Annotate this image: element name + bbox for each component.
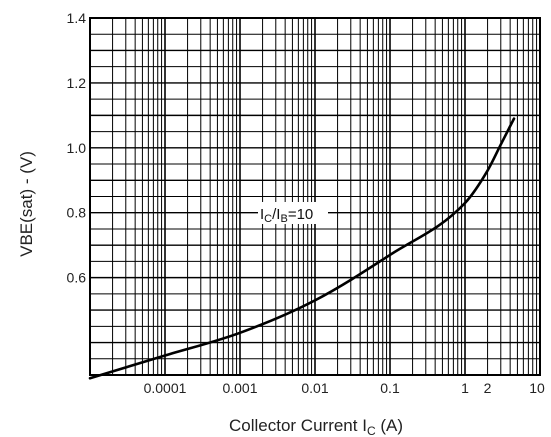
annotation-part: I [260, 206, 264, 223]
y-tick-label: 1.2 [67, 75, 87, 91]
vbe-sat-curve [88, 117, 516, 380]
annotation-subscript: C [264, 213, 272, 225]
x-axis-label-unit: (A) [376, 416, 403, 435]
x-tick-label: 0.01 [301, 380, 328, 396]
x-tick-label: 0.0001 [144, 380, 187, 396]
y-tick-label: 0.8 [67, 205, 87, 221]
x-axis-label-subscript: C [367, 424, 376, 437]
x-tick-label: 0.1 [380, 380, 400, 396]
y-tick-labels: 0.6 0.8 1.0 1.2 1.4 [67, 10, 87, 286]
y-tick-label: 1.0 [67, 140, 87, 156]
x-tick-label: 1 [461, 380, 469, 396]
annotation-label: IC/IB=10 [260, 206, 313, 225]
x-axis-label: Collector Current IC (A) [229, 416, 403, 437]
x-tick-labels: 0.0001 0.001 0.01 0.1 1 2 10 [144, 380, 545, 396]
annotation-part: /I [272, 206, 280, 223]
y-axis-label: VBE(sat) - (V) [17, 151, 36, 257]
series-layer [88, 117, 516, 380]
y-tick-label: 0.6 [67, 270, 87, 286]
x-axis-label-main: Collector Current I [229, 416, 367, 435]
annotation: IC/IB=10 [258, 202, 328, 225]
x-tick-label: 0.001 [222, 380, 257, 396]
x-tick-label: 2 [484, 380, 492, 396]
annotation-background [258, 202, 328, 224]
x-tick-label: 10 [529, 380, 545, 396]
annotation-part: =10 [288, 206, 313, 223]
grid [89, 17, 540, 376]
annotation-subscript: B [280, 213, 287, 225]
plot-frame [89, 17, 541, 376]
y-tick-label: 1.4 [67, 10, 87, 26]
